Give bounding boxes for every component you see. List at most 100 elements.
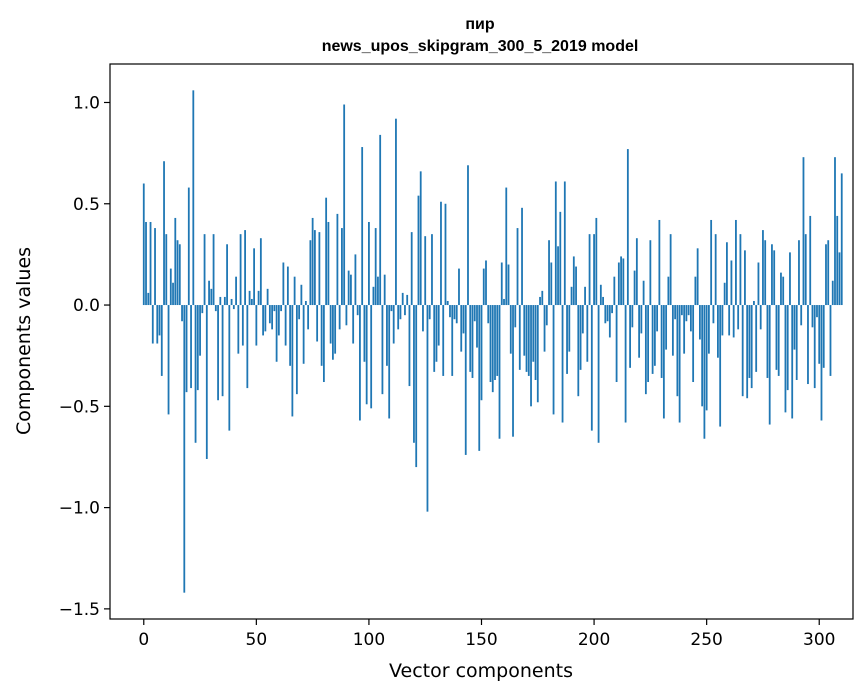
- bar-component-310: [840, 173, 843, 306]
- bar-component-219: [635, 238, 638, 306]
- bar-component-143: [464, 305, 467, 455]
- bar-component-238: [678, 305, 681, 423]
- bar-component-221: [640, 305, 643, 334]
- bar-component-151: [482, 268, 485, 306]
- bar-component-120: [413, 305, 415, 443]
- bar-component-70: [300, 284, 303, 306]
- bar-component-287: [789, 252, 791, 306]
- bar-component-289: [793, 305, 796, 350]
- bar-component-53: [262, 305, 264, 336]
- bar-component-16: [178, 244, 181, 306]
- bar-component-201: [595, 217, 598, 306]
- x-tick-label: 150: [465, 630, 497, 650]
- bar-component-277: [766, 305, 769, 378]
- bar-component-302: [822, 305, 825, 368]
- bar-component-159: [500, 262, 503, 306]
- bar-component-75: [311, 217, 314, 306]
- bar-component-31: [212, 234, 215, 306]
- bar-component-9: [163, 161, 165, 306]
- bar-component-98: [363, 305, 366, 362]
- bar-component-196: [584, 286, 586, 306]
- bar-component-17: [181, 305, 183, 322]
- bar-component-24: [196, 305, 199, 391]
- bar-component-197: [586, 305, 589, 362]
- bar-component-125: [424, 236, 427, 306]
- bar-component-198: [588, 234, 591, 306]
- bar-component-309: [838, 252, 841, 306]
- bar-component-26: [201, 305, 204, 314]
- bar-component-36: [223, 296, 226, 306]
- bar-component-50: [255, 305, 258, 346]
- bar-component-142: [462, 305, 465, 334]
- bar-component-116: [404, 305, 406, 316]
- bar-component-252: [710, 219, 713, 306]
- bar-component-291: [798, 240, 800, 306]
- bar-component-51: [257, 290, 260, 306]
- bar-component-243: [689, 305, 692, 332]
- bar-component-56: [268, 305, 271, 324]
- bar-component-55: [266, 288, 269, 306]
- bar-component-114: [399, 305, 402, 320]
- bar-component-181: [550, 262, 553, 306]
- bar-component-222: [642, 280, 645, 306]
- bar-component-278: [768, 305, 771, 425]
- bar-component-115: [401, 292, 404, 306]
- bar-component-271: [753, 300, 755, 306]
- bar-component-260: [728, 305, 731, 336]
- bar-component-97: [361, 147, 364, 306]
- bar-component-202: [597, 305, 600, 443]
- bar-component-86: [336, 213, 339, 306]
- bar-component-253: [712, 305, 715, 324]
- bar-component-162: [507, 264, 510, 306]
- bar-component-103: [374, 228, 377, 306]
- bar-component-58: [273, 305, 276, 312]
- bar-component-80: [322, 305, 325, 383]
- bar-component-4: [151, 305, 154, 344]
- bar-component-90: [345, 305, 348, 326]
- bar-component-130: [435, 305, 438, 362]
- bar-component-136: [449, 305, 451, 318]
- bar-component-270: [750, 305, 753, 389]
- bar-component-134: [444, 203, 447, 306]
- bar-component-262: [732, 305, 735, 338]
- y-tick-label: 0.5: [73, 195, 100, 215]
- bar-component-269: [748, 305, 751, 378]
- bar-component-1: [145, 221, 147, 306]
- bar-component-290: [795, 305, 798, 380]
- bar-component-204: [602, 296, 604, 306]
- bar-component-203: [599, 284, 602, 306]
- x-tick-label: 250: [690, 630, 722, 650]
- bar-component-233: [667, 276, 670, 306]
- bar-component-254: [714, 234, 717, 306]
- bar-component-5: [154, 228, 156, 306]
- bar-component-63: [284, 305, 287, 346]
- bar-component-256: [719, 305, 722, 427]
- bar-component-111: [392, 305, 395, 344]
- bar-component-62: [282, 262, 285, 306]
- bar-component-20: [187, 187, 190, 306]
- bar-component-176: [539, 296, 541, 306]
- bar-component-182: [552, 305, 555, 415]
- y-tick-label: 0.0: [73, 296, 100, 316]
- bar-component-65: [289, 305, 292, 366]
- bar-component-232: [665, 305, 668, 350]
- bar-component-132: [440, 201, 442, 306]
- bar-component-30: [210, 288, 213, 306]
- bar-component-105: [379, 134, 382, 306]
- bar-component-192: [575, 266, 577, 306]
- bar-component-104: [377, 276, 379, 306]
- bar-component-145: [469, 305, 472, 372]
- bar-component-228: [656, 305, 659, 332]
- bar-component-161: [505, 187, 508, 306]
- bar-component-124: [422, 305, 424, 332]
- bar-component-32: [214, 305, 217, 312]
- y-tick-label: −0.5: [59, 397, 100, 417]
- bar-component-189: [568, 305, 571, 352]
- bar-component-72: [304, 300, 307, 306]
- bar-component-195: [581, 305, 584, 334]
- bar-component-49: [253, 248, 255, 306]
- x-tick-label: 0: [138, 630, 149, 650]
- bar-component-261: [730, 260, 733, 306]
- bar-component-194: [579, 305, 582, 370]
- bar-component-57: [271, 305, 274, 330]
